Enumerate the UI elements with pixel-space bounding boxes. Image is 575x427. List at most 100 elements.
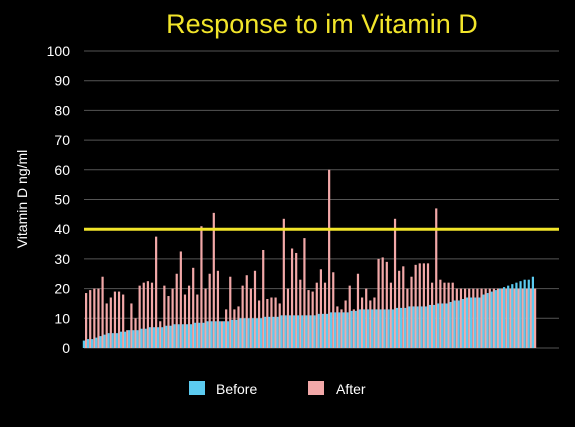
bar-before: [161, 327, 164, 348]
bar-before: [292, 315, 296, 348]
bar-before: [99, 336, 102, 348]
bar-before: [317, 313, 320, 348]
bar-before: [498, 288, 502, 348]
bar-before: [276, 316, 279, 348]
y-axis-ticks: 0 10 20 30 40 50 60 70 80 90 100: [47, 43, 71, 356]
bar-before: [416, 306, 419, 348]
bar-after: [245, 275, 248, 348]
bar-before: [313, 315, 316, 348]
bar-before: [531, 276, 534, 348]
bar-before: [511, 284, 514, 348]
bar-after: [501, 288, 504, 348]
bar-after: [208, 273, 211, 348]
bar-before: [91, 339, 94, 348]
bar-before: [362, 309, 366, 348]
bar-after: [488, 288, 491, 348]
bar-after: [356, 273, 360, 348]
bar-after: [431, 282, 434, 348]
y-tick-label: 40: [54, 221, 70, 237]
bar-before: [268, 316, 271, 348]
bar-after: [365, 288, 368, 348]
y-tick-label: 80: [54, 102, 70, 118]
bar-before: [490, 291, 493, 348]
legend: Before After: [189, 381, 366, 397]
bar-after: [109, 297, 112, 348]
bar-after: [389, 282, 393, 348]
bar-before: [185, 324, 188, 348]
bar-after: [393, 218, 397, 348]
bar-before: [494, 290, 497, 348]
bar-after: [328, 169, 331, 348]
bar-after: [319, 269, 322, 348]
bar-before: [453, 300, 456, 348]
bar-before: [404, 307, 407, 348]
y-tick-label: 100: [47, 43, 71, 59]
bar-before: [82, 340, 85, 348]
bar-before: [189, 324, 193, 348]
bar-after: [122, 294, 125, 348]
bar-before: [358, 309, 361, 348]
bar-before: [103, 334, 106, 348]
bar-after: [101, 276, 104, 348]
bar-after: [398, 270, 401, 348]
bar-before: [169, 325, 172, 348]
y-axis-label: Vitamin D ng/ml: [14, 150, 30, 249]
bar-before: [284, 315, 287, 348]
bar-before: [515, 282, 518, 348]
bar-after: [521, 288, 524, 348]
bar-after: [212, 212, 215, 348]
bar-before: [247, 318, 250, 348]
bar-after: [352, 309, 355, 348]
bar-after: [159, 321, 162, 348]
chart-title: Response to im Vitamin D: [166, 9, 478, 39]
bar-before: [391, 309, 394, 348]
bar-after: [505, 288, 508, 348]
y-tick-label: 90: [54, 73, 70, 89]
y-tick-label: 30: [54, 251, 70, 267]
bar-before: [194, 322, 197, 348]
bar-before: [445, 303, 448, 348]
bar-after: [270, 297, 273, 348]
bar-before: [128, 330, 131, 348]
bar-before: [474, 297, 477, 348]
bar-before: [177, 324, 180, 348]
bar-after: [443, 282, 446, 348]
bar-after: [303, 238, 306, 348]
bar-after: [410, 276, 413, 348]
bar-before: [527, 279, 530, 348]
bar-after: [476, 288, 479, 348]
bar-after: [290, 248, 294, 348]
bar-before: [206, 321, 209, 348]
bar-before: [325, 313, 329, 348]
bar-before: [338, 312, 341, 348]
bar-after: [463, 288, 467, 348]
bar-after: [295, 252, 298, 348]
bar-before: [243, 318, 246, 348]
bar-after: [253, 270, 257, 348]
legend-label-before: Before: [216, 381, 257, 397]
bar-after: [196, 294, 199, 348]
bar-before: [259, 318, 263, 348]
bar-before: [272, 316, 275, 348]
bar-after: [517, 288, 520, 348]
bar-after: [229, 276, 232, 348]
bar-before: [334, 312, 337, 348]
bar-after: [459, 288, 463, 348]
bar-before: [441, 303, 444, 348]
bar-before: [119, 331, 123, 348]
bar-before: [165, 325, 168, 348]
bar-after: [377, 258, 380, 348]
bar-before: [420, 306, 423, 348]
bar-after: [130, 303, 133, 348]
bar-after: [258, 300, 261, 348]
bar-before: [136, 330, 139, 348]
bar-before: [235, 319, 238, 348]
bar-before: [486, 293, 489, 348]
bar-after: [89, 290, 92, 348]
bar-before: [218, 321, 221, 348]
bar-after: [484, 288, 487, 348]
bar-before: [375, 309, 378, 348]
bar-after: [97, 288, 100, 348]
bar-before: [412, 306, 415, 348]
